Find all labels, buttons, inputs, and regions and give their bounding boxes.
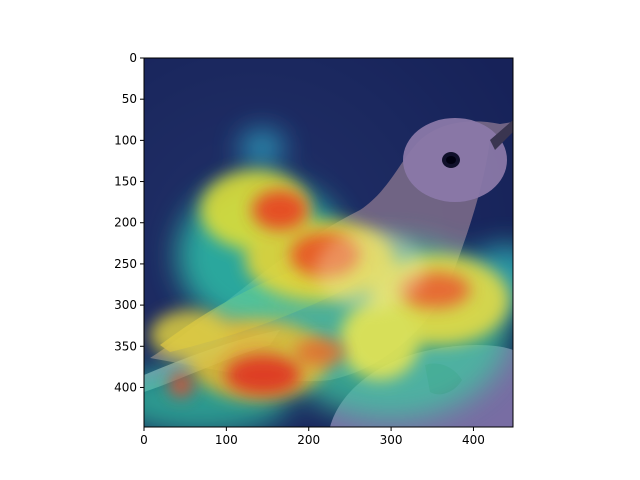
x-tick-label: 0	[140, 433, 148, 447]
x-tick-label: 200	[297, 433, 320, 447]
y-tick-label: 400	[114, 380, 137, 394]
y-tick-label: 50	[122, 92, 137, 106]
y-tick-label: 250	[114, 257, 137, 271]
x-axis: 0 100 200 300 400	[140, 427, 485, 447]
y-tick-label: 200	[114, 216, 137, 230]
y-tick-label: 300	[114, 298, 137, 312]
x-tick-label: 400	[462, 433, 485, 447]
x-tick-label: 100	[215, 433, 238, 447]
plot-frame	[143, 57, 514, 428]
y-tick-label: 350	[114, 339, 137, 353]
x-tick-label: 300	[380, 433, 403, 447]
y-tick-label: 0	[129, 51, 137, 65]
y-axis: 0 50 100 150 200 250 300 350 400	[114, 51, 144, 394]
y-tick-label: 150	[114, 175, 137, 189]
heatmap-image	[144, 58, 513, 427]
y-tick-label: 100	[114, 133, 137, 147]
